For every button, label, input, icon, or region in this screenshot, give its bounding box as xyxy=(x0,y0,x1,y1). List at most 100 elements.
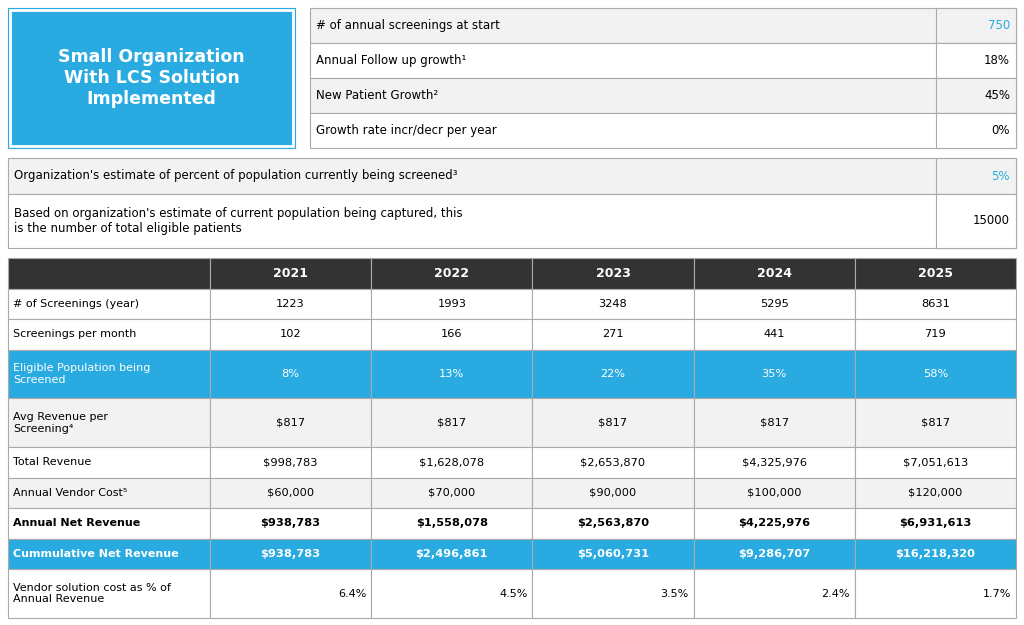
Bar xyxy=(210,508,371,539)
Bar xyxy=(532,258,693,289)
Text: $16,218,320: $16,218,320 xyxy=(895,549,976,559)
Text: 441: 441 xyxy=(764,329,785,339)
Text: $70,000: $70,000 xyxy=(428,488,475,498)
Bar xyxy=(532,569,693,618)
Text: $5,060,731: $5,060,731 xyxy=(577,549,649,559)
Bar xyxy=(371,398,532,447)
Text: 22%: 22% xyxy=(600,369,626,379)
Bar xyxy=(693,319,855,349)
Bar xyxy=(855,508,1016,539)
Text: $817: $817 xyxy=(921,418,950,428)
Bar xyxy=(210,289,371,319)
Text: 3248: 3248 xyxy=(599,299,628,309)
Text: 5%: 5% xyxy=(991,169,1010,182)
Bar xyxy=(210,447,371,478)
Text: $4,325,976: $4,325,976 xyxy=(741,458,807,468)
Text: Screenings per month: Screenings per month xyxy=(13,329,136,339)
Bar xyxy=(371,289,532,319)
Text: $817: $817 xyxy=(598,418,628,428)
Text: 102: 102 xyxy=(280,329,301,339)
Text: $60,000: $60,000 xyxy=(267,488,314,498)
Bar xyxy=(693,539,855,569)
Bar xyxy=(8,569,210,618)
Text: Avg Revenue per
Screening⁴: Avg Revenue per Screening⁴ xyxy=(13,412,108,434)
Bar xyxy=(532,398,693,447)
Text: 2021: 2021 xyxy=(273,267,308,280)
Bar xyxy=(8,8,295,148)
Bar xyxy=(532,319,693,349)
Bar xyxy=(210,478,371,508)
Text: Vendor solution cost as % of
Annual Revenue: Vendor solution cost as % of Annual Reve… xyxy=(13,582,171,604)
Text: $817: $817 xyxy=(276,418,305,428)
Bar xyxy=(693,478,855,508)
Text: $7,051,613: $7,051,613 xyxy=(903,458,968,468)
Bar xyxy=(532,289,693,319)
Bar xyxy=(310,43,1016,78)
Text: 58%: 58% xyxy=(923,369,948,379)
Bar xyxy=(310,78,1016,113)
Bar xyxy=(8,194,1016,248)
Bar xyxy=(855,289,1016,319)
Text: $120,000: $120,000 xyxy=(908,488,963,498)
Text: $938,783: $938,783 xyxy=(260,549,321,559)
Text: $1,558,078: $1,558,078 xyxy=(416,518,487,528)
Text: $2,653,870: $2,653,870 xyxy=(581,458,645,468)
Text: $938,783: $938,783 xyxy=(260,518,321,528)
Bar xyxy=(371,569,532,618)
Bar xyxy=(8,158,1016,194)
Bar xyxy=(936,43,1016,78)
Bar xyxy=(693,398,855,447)
Text: $4,225,976: $4,225,976 xyxy=(738,518,810,528)
Bar xyxy=(8,349,210,398)
Bar xyxy=(8,447,210,478)
Text: 2025: 2025 xyxy=(918,267,953,280)
Bar xyxy=(10,10,293,146)
Bar xyxy=(210,349,371,398)
Bar xyxy=(371,349,532,398)
Text: 719: 719 xyxy=(925,329,946,339)
Bar xyxy=(210,539,371,569)
Bar xyxy=(532,447,693,478)
Bar xyxy=(8,478,210,508)
Text: 3.5%: 3.5% xyxy=(660,589,688,599)
Bar xyxy=(936,113,1016,148)
Bar xyxy=(855,539,1016,569)
Text: 2.4%: 2.4% xyxy=(821,589,850,599)
Text: 8%: 8% xyxy=(282,369,300,379)
Bar xyxy=(210,258,371,289)
Bar xyxy=(532,508,693,539)
Bar xyxy=(855,398,1016,447)
Bar xyxy=(936,158,1016,194)
Text: 45%: 45% xyxy=(984,89,1010,102)
Text: 5295: 5295 xyxy=(760,299,788,309)
Bar xyxy=(693,569,855,618)
Text: $9,286,707: $9,286,707 xyxy=(738,549,810,559)
Text: Annual Follow up growth¹: Annual Follow up growth¹ xyxy=(316,54,466,67)
Bar xyxy=(693,508,855,539)
Text: $817: $817 xyxy=(760,418,788,428)
Text: $1,628,078: $1,628,078 xyxy=(419,458,484,468)
Text: Cummulative Net Revenue: Cummulative Net Revenue xyxy=(13,549,178,559)
Bar xyxy=(532,539,693,569)
Bar xyxy=(693,289,855,319)
Text: 4.5%: 4.5% xyxy=(499,589,527,599)
Text: Total Revenue: Total Revenue xyxy=(13,458,91,468)
Bar xyxy=(936,78,1016,113)
Bar xyxy=(8,508,210,539)
Text: Small Organization
With LCS Solution
Implemented: Small Organization With LCS Solution Imp… xyxy=(58,48,245,108)
Bar xyxy=(855,319,1016,349)
Bar xyxy=(371,319,532,349)
Bar xyxy=(310,8,1016,43)
Text: 0%: 0% xyxy=(991,124,1010,137)
Bar xyxy=(371,478,532,508)
Text: 1.7%: 1.7% xyxy=(983,589,1011,599)
Text: 2024: 2024 xyxy=(757,267,792,280)
Bar xyxy=(855,447,1016,478)
Text: # of Screenings (year): # of Screenings (year) xyxy=(13,299,139,309)
Bar xyxy=(8,319,210,349)
Text: New Patient Growth²: New Patient Growth² xyxy=(316,89,438,102)
Text: Organization's estimate of percent of population currently being screened³: Organization's estimate of percent of po… xyxy=(14,169,458,182)
Bar xyxy=(8,289,210,319)
Text: Annual Vendor Cost⁵: Annual Vendor Cost⁵ xyxy=(13,488,127,498)
Text: 18%: 18% xyxy=(984,54,1010,67)
